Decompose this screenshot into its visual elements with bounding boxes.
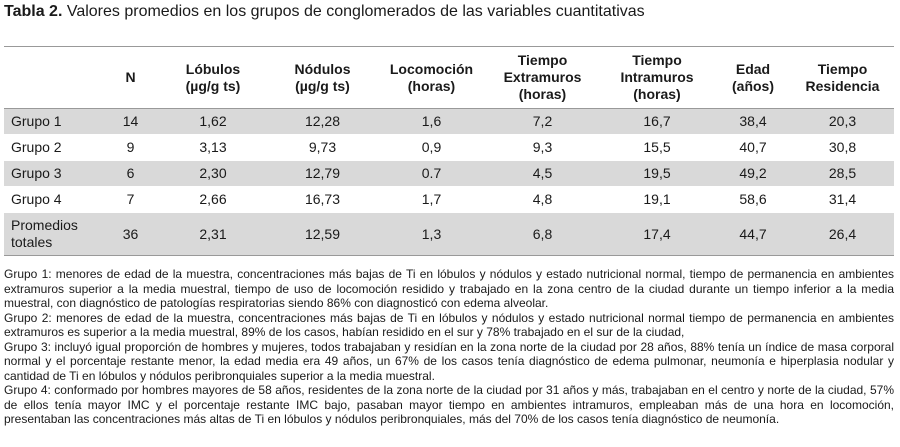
cell-n: 6 (103, 160, 158, 187)
cell-n: 7 (103, 186, 158, 213)
header-edad: Edad (años) (732, 60, 774, 94)
cell-extramuros: 7,2 (532, 113, 553, 129)
header-tiempo-residencia: Tiempo Residencia (805, 60, 880, 94)
cell-nodulos: 12,28 (304, 113, 341, 129)
cell-locomocion: 1,6 (421, 113, 442, 129)
row-label: Grupo 4 (4, 186, 103, 213)
table-title: Tabla 2. Valores promedios en los grupos… (4, 2, 645, 22)
cell-residencia: 30,8 (791, 134, 894, 161)
cell-lobulos: 1,62 (199, 113, 227, 129)
cell-lobulos: 2,30 (158, 160, 268, 187)
table-row: Grupo 1 14 1,62 12,28 1,6 7,2 16,7 38,4 … (4, 108, 894, 135)
table-caption: Valores promedios en los grupos de congl… (62, 3, 645, 20)
table-header-row: N Lóbulos (µg/g ts) Nódulos (µg/g ts) Loco… (4, 46, 894, 109)
cell-intramuros: 16,7 (643, 113, 671, 129)
table-row: Grupo 2 9 3,13 9,73 0,9 9,3 15,5 40,7 30… (4, 134, 894, 161)
cell-intramuros: 15,5 (599, 134, 715, 161)
cell-locomocion: 1,7 (377, 186, 486, 213)
cell-edad: 38,4 (739, 113, 767, 129)
header-n: N (125, 69, 136, 85)
cell-extramuros: 4,5 (486, 160, 599, 187)
row-label: Grupo 2 (4, 134, 103, 161)
cell-nodulos: 12,59 (268, 212, 377, 256)
footnote-grupo-1: Grupo 1: menores de edad de la muestra, … (4, 267, 894, 311)
results-table-container: N Lóbulos (µg/g ts) Nódulos (µg/g ts) Loco… (4, 46, 894, 256)
cell-edad: 49,2 (715, 160, 791, 187)
cell-extramuros: 4,8 (486, 186, 599, 213)
header-lobulos: Lóbulos (µg/g ts) (185, 60, 241, 94)
cell-lobulos: 2,66 (158, 186, 268, 213)
row-label: Grupo 3 (4, 160, 103, 187)
table-number: Tabla 2. (4, 3, 63, 20)
cell-residencia: 20,3 (828, 113, 857, 129)
footnote-grupo-4: Grupo 4: conformado por hombres mayores … (4, 383, 894, 427)
cell-locomocion: 1,3 (377, 212, 486, 256)
header-nodulos: Nódulos (µg/g ts) (294, 60, 351, 94)
cell-nodulos: 9,73 (268, 134, 377, 161)
cell-locomocion: 0.7 (377, 160, 486, 187)
cell-lobulos: 2,31 (158, 212, 268, 256)
footnote-grupo-3: Grupo 3: incluyó igual proporción de hom… (4, 339, 894, 383)
footnote-grupo-2: Grupo 2: menores de edad de la muestra, … (4, 310, 894, 340)
cell-edad: 44,7 (715, 212, 791, 256)
cell-edad: 58,6 (715, 186, 791, 213)
cell-extramuros: 9,3 (486, 134, 599, 161)
cell-n: 14 (122, 113, 139, 129)
cell-n: 36 (103, 212, 158, 256)
header-tiempo-intramuros: Tiempo Intramuros (horas) (620, 52, 694, 102)
table-row: Grupo 4 7 2,66 16,73 1,7 4,8 19,1 58,6 3… (4, 186, 894, 213)
cell-locomocion: 0,9 (377, 134, 486, 161)
cell-nodulos: 16,73 (268, 186, 377, 213)
cell-residencia: 31,4 (791, 186, 894, 213)
cell-intramuros: 19,5 (599, 160, 715, 187)
results-table: N Lóbulos (µg/g ts) Nódulos (µg/g ts) Loco… (4, 46, 894, 256)
table-row-totals: Promedios totales 36 2,31 12,59 1,3 6,8 … (4, 212, 894, 256)
cell-residencia: 28,5 (791, 160, 894, 187)
cell-nodulos: 12,79 (268, 160, 377, 187)
row-label: Grupo 1 (11, 113, 62, 129)
table-footnotes: Grupo 1: menores de edad de la muestra, … (4, 267, 894, 427)
cell-extramuros: 6,8 (486, 212, 599, 256)
cell-residencia: 26,4 (791, 212, 894, 256)
cell-n: 9 (103, 134, 158, 161)
cell-edad: 40,7 (715, 134, 791, 161)
header-tiempo-extramuros: Tiempo Extramuros (horas) (503, 52, 582, 102)
cell-lobulos: 3,13 (158, 134, 268, 161)
row-label: Promedios totales (4, 212, 103, 256)
header-group (4, 47, 103, 109)
cell-intramuros: 17,4 (599, 212, 715, 256)
header-locomocion: Locomoción (horas) (389, 60, 474, 94)
table-row: Grupo 3 6 2,30 12,79 0.7 4,5 19,5 49,2 2… (4, 160, 894, 187)
cell-intramuros: 19,1 (599, 186, 715, 213)
